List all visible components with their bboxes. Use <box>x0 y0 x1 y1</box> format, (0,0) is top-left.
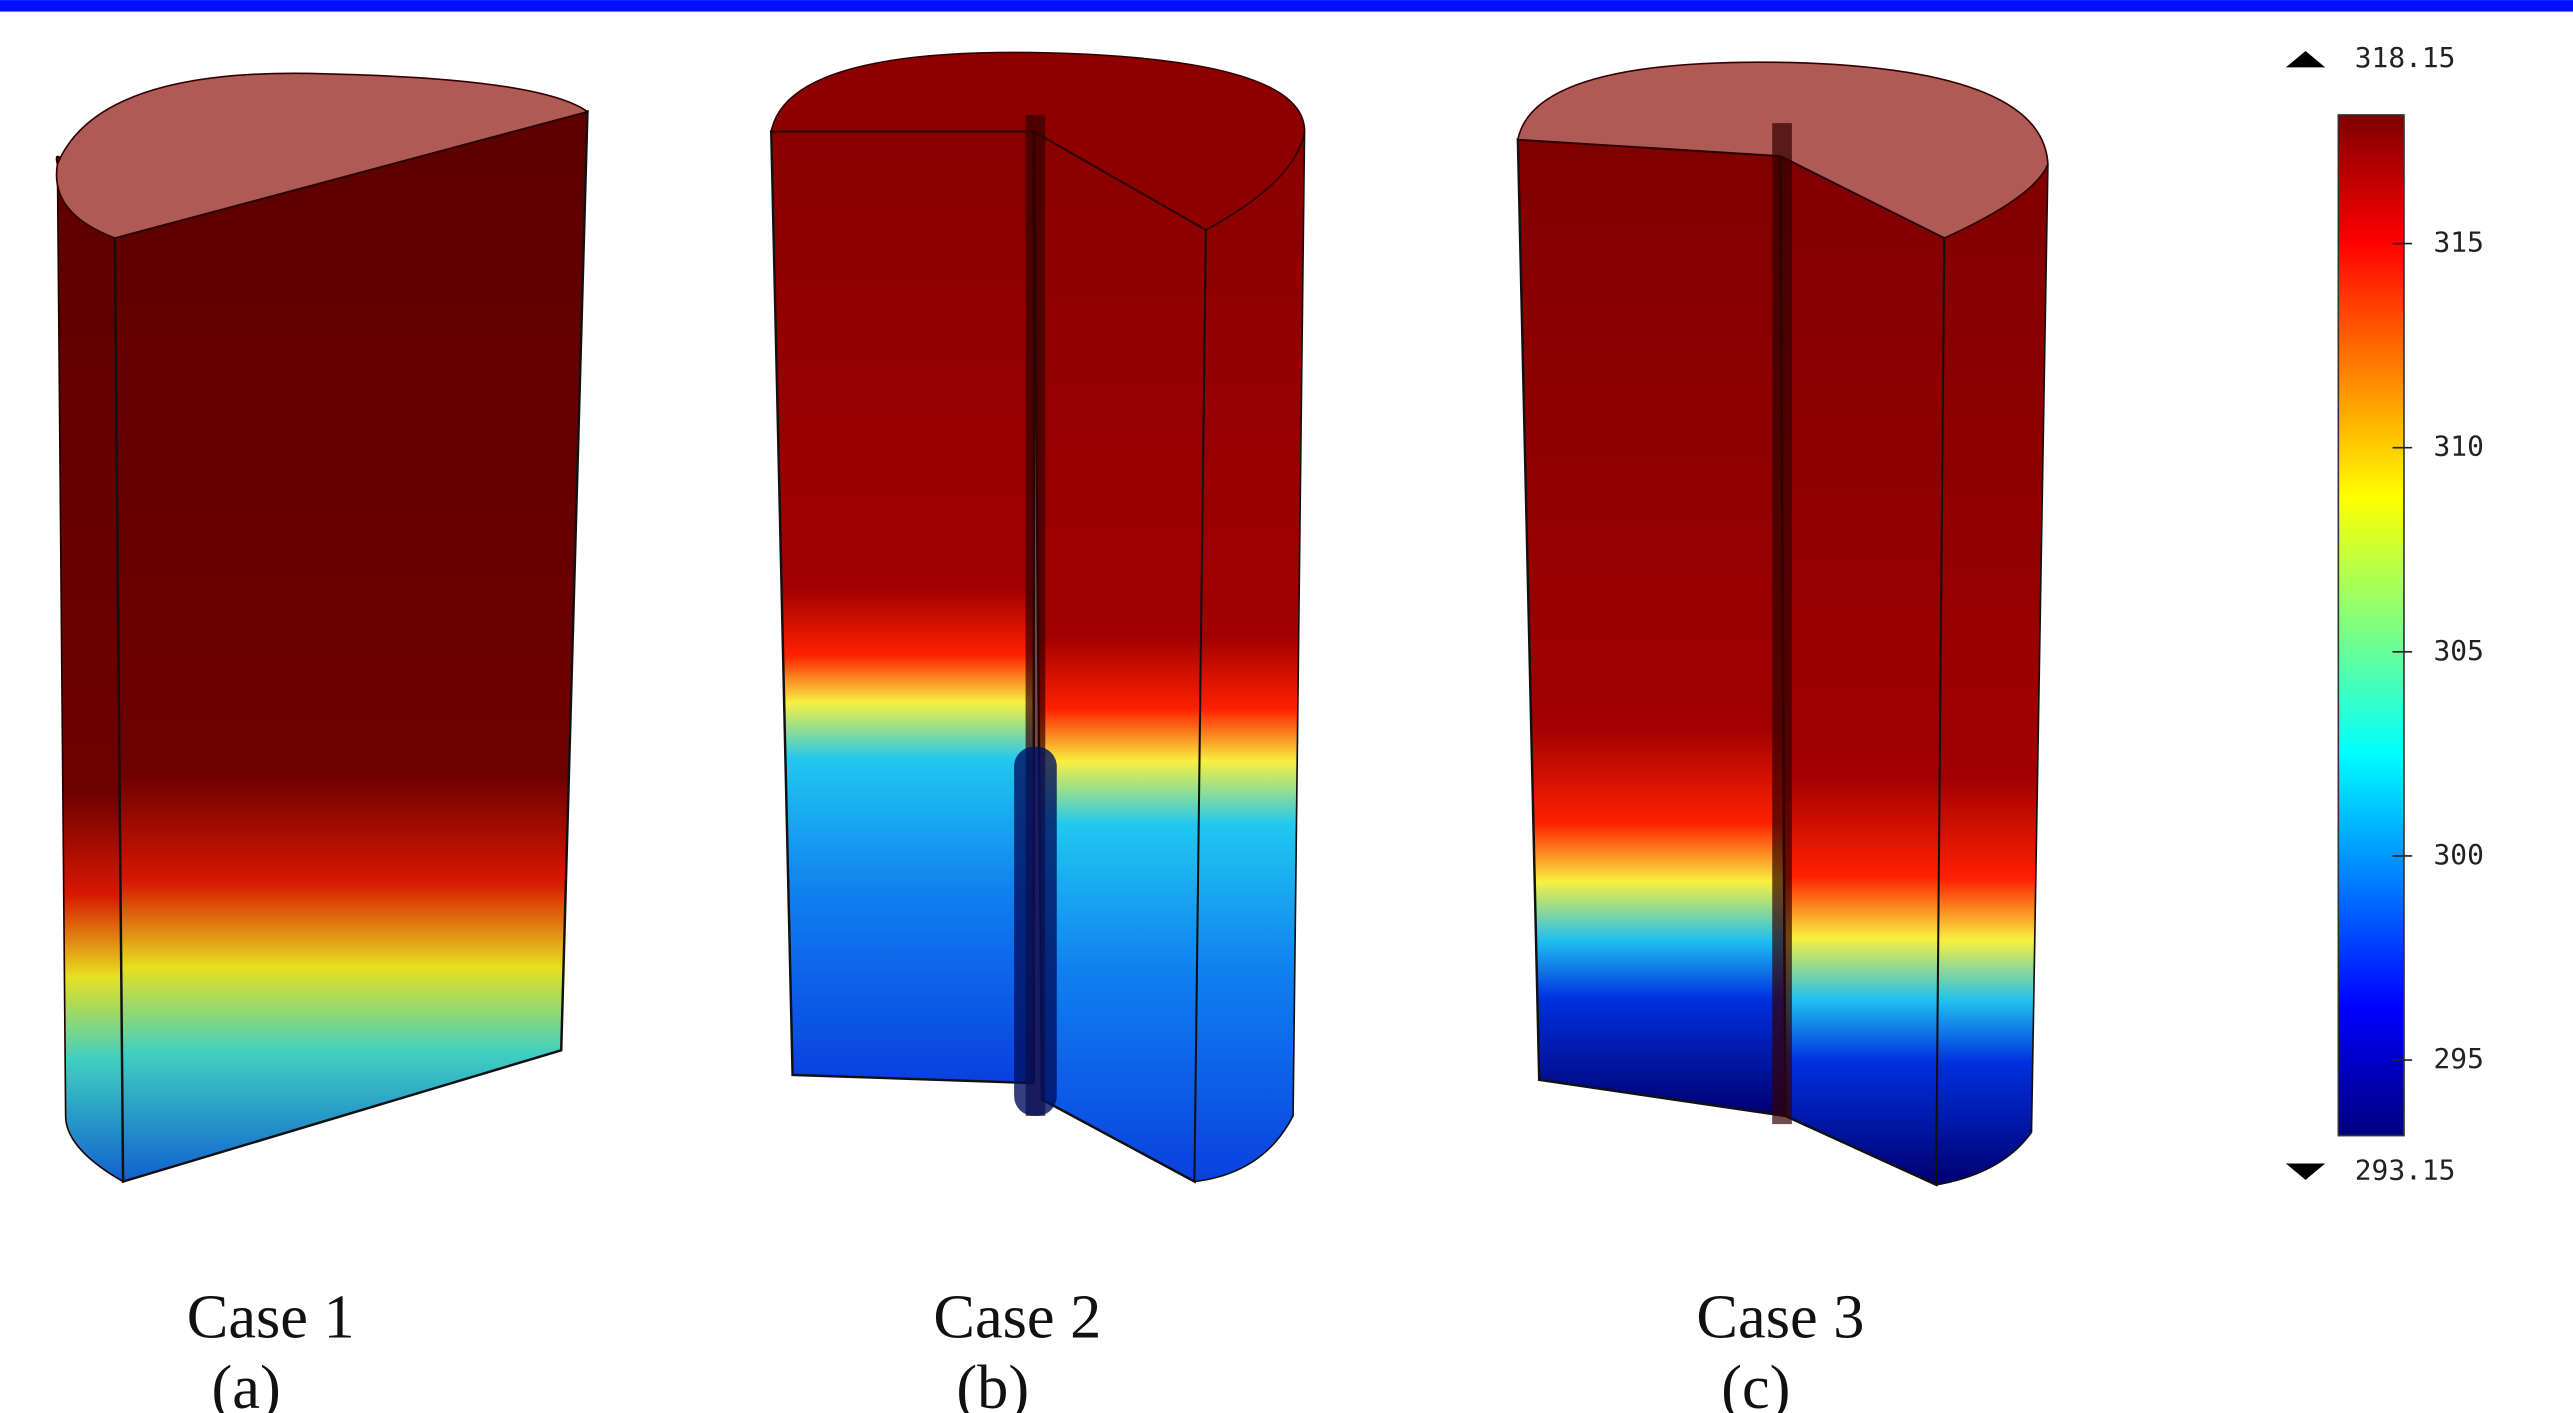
panel-label: (a) <box>212 1353 281 1413</box>
figure: 318.15 293.15 315 310 305 300 295 Case 1(a) Ca… <box>0 0 2573 1413</box>
panel-case: Case 3 <box>1696 1282 1864 1351</box>
panel-label: (c) <box>1721 1353 1790 1413</box>
colorbar-tick-label: 300 <box>2434 838 2484 871</box>
model-case-3 <box>1518 62 2048 1185</box>
colorbar-tick-label: 305 <box>2434 634 2484 667</box>
panel-case: Case 1 <box>187 1282 355 1351</box>
model-case-1 <box>57 73 588 1181</box>
min-arrow <box>2286 1164 2325 1180</box>
colorbar-max: 318.15 <box>2355 41 2456 74</box>
model-case-2 <box>771 52 1304 1181</box>
max-arrow <box>2286 51 2325 67</box>
colorbar-tick-label: 315 <box>2434 226 2484 259</box>
top-border <box>0 0 2573 11</box>
colorbar-gradient <box>2338 115 2404 1136</box>
colorbar: 318.15 293.15 <box>2286 41 2456 1187</box>
panel-case: Case 2 <box>933 1282 1101 1351</box>
colorbar-min: 293.15 <box>2355 1154 2456 1187</box>
panel-label: (b) <box>956 1353 1029 1413</box>
colorbar-tick-label: 295 <box>2434 1042 2484 1075</box>
colorbar-tick-label: 310 <box>2434 430 2484 463</box>
page: {"colorbar": {"max": 318.15, "min": 293.… <box>0 0 2573 1413</box>
